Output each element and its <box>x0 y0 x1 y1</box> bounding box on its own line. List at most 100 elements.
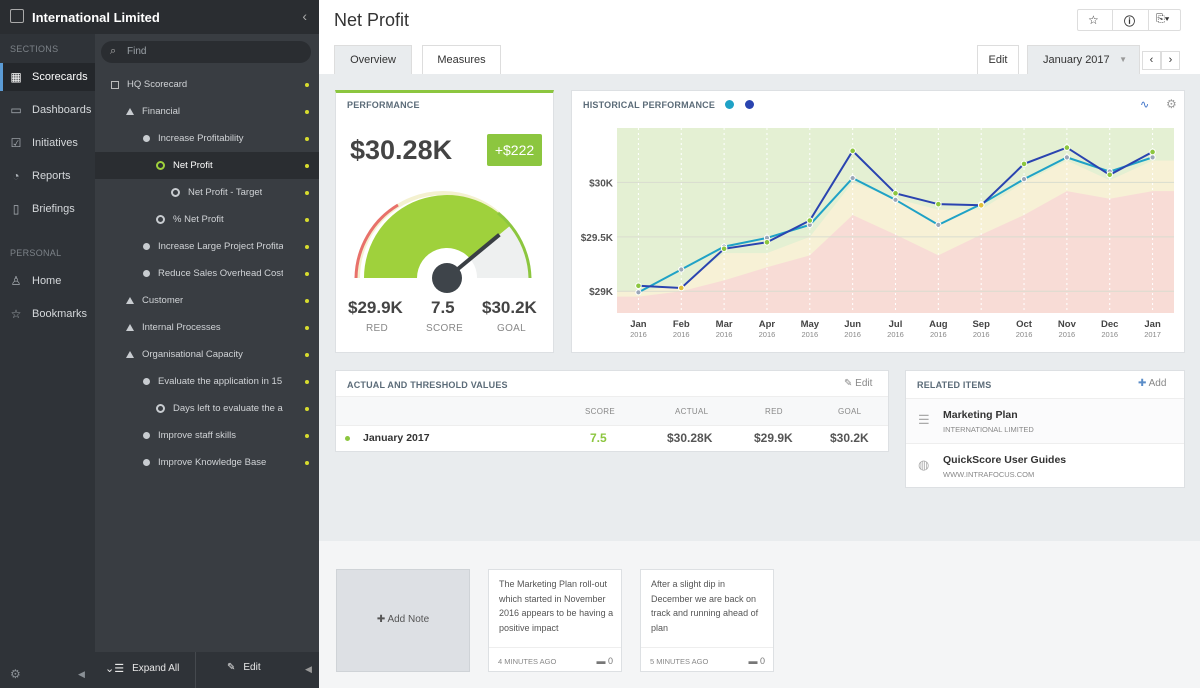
related-add-button[interactable]: ✚ Add <box>1138 378 1166 389</box>
find-input[interactable]: ⌕ Find <box>101 41 311 63</box>
legend-dot-actual[interactable] <box>745 100 754 109</box>
comment-count[interactable]: ▬ 0 <box>596 654 613 669</box>
tree-item[interactable]: HQ Scorecard <box>95 71 319 98</box>
collapse-tree-icon[interactable]: ◀ <box>305 664 312 674</box>
related-item[interactable]: ☰ Marketing Plan INTERNATIONAL LIMITED <box>906 398 1184 443</box>
actual-point <box>677 284 685 292</box>
target-point <box>1020 176 1028 183</box>
x-tick-label: Jan <box>1144 319 1161 330</box>
table-header: SCORE ACTUAL RED GOAL <box>336 396 888 426</box>
objective-icon <box>143 135 150 142</box>
plus-icon: ✚ <box>1138 378 1149 389</box>
actual-point <box>1063 144 1071 151</box>
y-tick-label: $29.5K <box>581 233 614 244</box>
related-item-title: Marketing Plan <box>943 409 1018 421</box>
tree-item[interactable]: Financial <box>95 98 319 125</box>
actual-point <box>1020 160 1028 168</box>
gear-icon[interactable]: ⚙ <box>10 667 21 681</box>
nav-label: Bookmarks <box>32 308 88 320</box>
actual-point <box>849 147 856 155</box>
org-header: International Limited ‹ <box>0 0 319 34</box>
edit-button[interactable]: Edit <box>977 45 1019 74</box>
info-icon[interactable]: ⓘ <box>1124 16 1135 28</box>
x-tick-year: 2016 <box>759 330 776 339</box>
tree-item[interactable]: Customer <box>95 287 319 314</box>
comment-count[interactable]: ▬ 0 <box>748 654 765 669</box>
export-icon[interactable]: ⎘▾ <box>1156 13 1170 25</box>
tree-item[interactable]: Increase Profitability <box>95 125 319 152</box>
tree-item[interactable]: Improve staff skills <box>95 422 319 449</box>
performance-title: PERFORMANCE <box>347 100 420 110</box>
x-tick-year: 2016 <box>1016 330 1033 339</box>
tab-measures[interactable]: Measures <box>422 45 501 74</box>
tree-item[interactable]: Days left to evaluate the app <box>95 395 319 422</box>
x-tick-label: Jan <box>630 319 647 330</box>
status-dot <box>305 379 309 384</box>
threshold-title: ACTUAL AND THRESHOLD VALUES <box>347 380 508 390</box>
performance-card: PERFORMANCE $30.28K +$222 $29.9K RED 7.5… <box>335 90 554 353</box>
actual-point <box>1149 148 1156 156</box>
x-tick-label: Mar <box>716 319 733 330</box>
goal-label: GOAL <box>497 323 526 334</box>
threshold-card: ACTUAL AND THRESHOLD VALUES ✎ Edit SCORE… <box>335 370 889 452</box>
row-actual: $30.28K <box>667 431 713 445</box>
tree-label: % Net Profit <box>173 214 224 225</box>
note-footer: 4 MINUTES AGO ▬ 0 <box>489 647 621 671</box>
nav-item-briefings[interactable]: ▯ Briefings <box>0 195 95 223</box>
collapse-icon[interactable]: ‹ <box>302 8 307 24</box>
row-period: January 2017 <box>363 432 430 444</box>
threshold-edit-label: Edit <box>855 378 873 389</box>
note-time: 4 MINUTES AGO <box>498 657 557 666</box>
objective-icon <box>143 378 150 385</box>
status-dot <box>305 82 309 87</box>
legend-dot-target[interactable] <box>725 100 734 109</box>
threshold-edit-button[interactable]: ✎ Edit <box>844 378 872 389</box>
note-card[interactable]: After a slight dip in December we are ba… <box>640 569 774 672</box>
tree-item[interactable]: Reduce Sales Overhead Cost <box>95 260 319 287</box>
nav-item-bookmarks[interactable]: ☆ Bookmarks <box>0 300 95 328</box>
gear-icon[interactable]: ⚙ <box>1166 97 1177 111</box>
nav-item-dashboards[interactable]: ▭ Dashboards <box>0 96 95 124</box>
row-score: 7.5 <box>590 431 607 445</box>
status-dot <box>305 325 309 330</box>
tree-edit-button[interactable]: ✎ Edit <box>227 662 261 673</box>
col-score: SCORE <box>585 407 615 416</box>
tree-item-selected[interactable]: Net Profit <box>95 152 319 179</box>
building-icon <box>10 9 24 23</box>
scorecard-tree: ⌕ Find HQ Scorecard Financial Increase Pr… <box>95 34 319 688</box>
table-row[interactable]: January 2017 7.5 $30.28K $29.9K $30.2K <box>336 427 888 451</box>
target-point <box>935 221 942 228</box>
tree-item[interactable]: Net Profit - Target <box>95 179 319 206</box>
comment-icon: ▬ <box>596 656 608 666</box>
measure-icon <box>156 161 165 170</box>
collapse-left-icon[interactable]: ◀ <box>78 669 85 679</box>
expand-all-button[interactable]: ⌄☰ Expand All <box>105 662 179 675</box>
tree-item[interactable]: Improve Knowledge Base <box>95 449 319 476</box>
nav-item-reports[interactable]: ◔ Reports <box>0 162 95 190</box>
related-item[interactable]: ◍ QuickScore User Guides WWW.INTRAFOCUS.… <box>906 443 1184 487</box>
chart-type-icon[interactable]: ∿ <box>1140 99 1150 111</box>
tab-overview[interactable]: Overview <box>334 45 412 74</box>
score-label: SCORE <box>426 323 464 334</box>
perspective-icon <box>126 351 134 358</box>
star-icon[interactable]: ☆ <box>1088 13 1099 27</box>
tree-item[interactable]: Organisational Capacity <box>95 341 319 368</box>
tree-item[interactable]: Evaluate the application in 15 <box>95 368 319 395</box>
org-title[interactable]: International Limited <box>32 10 160 25</box>
next-period-button[interactable]: › <box>1161 51 1180 70</box>
nav-item-scorecards[interactable]: ▦ Scorecards <box>0 63 95 91</box>
nav-item-initiatives[interactable]: ☑ Initiatives <box>0 129 95 157</box>
tree-label: Organisational Capacity <box>142 349 243 360</box>
tree-item[interactable]: Increase Large Project Profitability <box>95 233 319 260</box>
note-card[interactable]: The Marketing Plan roll-out which starte… <box>488 569 622 672</box>
goal-value: $30.2K <box>482 298 537 317</box>
nav-item-home[interactable]: ♙ Home <box>0 267 95 295</box>
tree-item[interactable]: % Net Profit <box>95 206 319 233</box>
x-tick-label: Jun <box>844 319 861 330</box>
add-note-button[interactable]: ✚ Add Note <box>336 569 470 672</box>
period-select[interactable]: January 2017 ▼ <box>1027 45 1140 74</box>
prev-period-button[interactable]: ‹ <box>1142 51 1161 70</box>
plus-icon: ✚ <box>376 614 388 625</box>
red-band <box>617 191 1174 313</box>
tree-item[interactable]: Internal Processes <box>95 314 319 341</box>
